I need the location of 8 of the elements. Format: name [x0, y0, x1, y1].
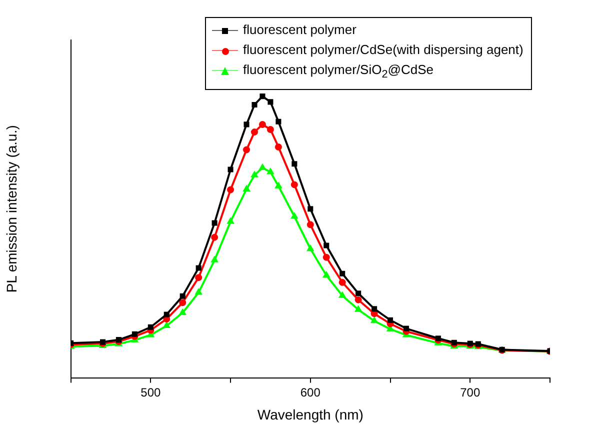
- legend-label: fluorescent polymer/CdSe(with dispersing agent): [243, 42, 524, 57]
- y-axis-title: PL emission intensity (a.u.): [3, 125, 20, 293]
- x-tick-label: 500: [140, 385, 161, 400]
- x-tick-label: 700: [460, 385, 480, 400]
- legend-label: fluorescent polymer/SiO$_{2}$@CdSe: [243, 62, 434, 81]
- x-axis-title: Wavelength (nm): [257, 406, 364, 422]
- x-tick-label: 600: [300, 385, 321, 400]
- legend-label: fluorescent polymer: [243, 22, 356, 37]
